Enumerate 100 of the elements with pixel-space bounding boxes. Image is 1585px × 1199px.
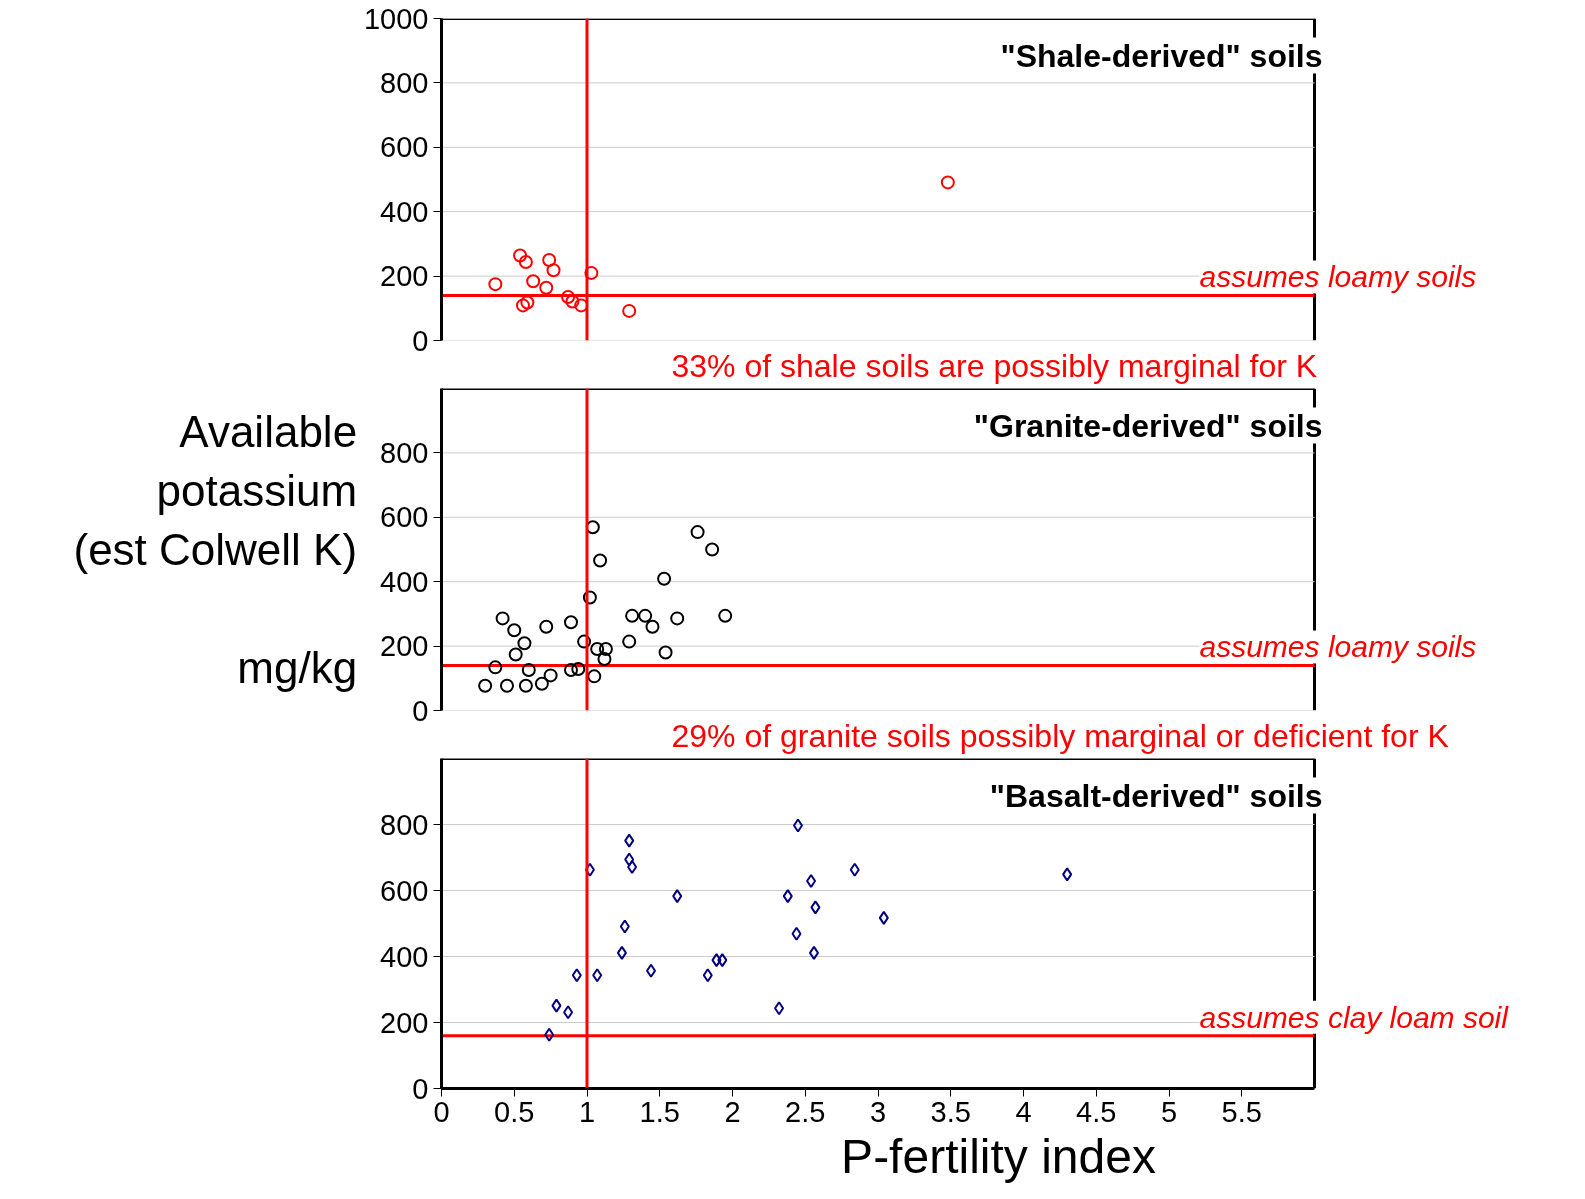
x-tick-label: 3	[869, 1095, 887, 1128]
point	[584, 265, 599, 280]
point	[711, 953, 722, 968]
point	[518, 678, 533, 693]
point	[598, 642, 613, 656]
point	[587, 669, 602, 684]
y-tick-label: 600	[380, 501, 429, 534]
text: 29% of granite soils possibly marginal or deficient for K	[671, 717, 1449, 754]
point	[627, 860, 638, 875]
point	[518, 254, 533, 269]
point	[657, 571, 672, 586]
point	[622, 303, 637, 318]
point	[542, 253, 557, 267]
point	[624, 852, 635, 867]
point	[590, 642, 605, 656]
y-tick-label: 800	[380, 808, 429, 841]
point	[571, 661, 586, 676]
point	[488, 660, 503, 675]
point	[705, 542, 720, 557]
y-tick-label: 200	[380, 630, 429, 663]
point	[571, 968, 582, 983]
point	[592, 968, 603, 983]
point	[1062, 867, 1073, 882]
point	[658, 645, 673, 660]
point	[878, 910, 889, 925]
point	[507, 623, 522, 638]
point	[534, 676, 549, 691]
x-tick-label: 2	[724, 1095, 741, 1128]
point	[774, 1001, 785, 1016]
point	[544, 1027, 555, 1042]
x-tick-label: 2.5	[785, 1095, 826, 1128]
y-tick-label: 400	[380, 940, 429, 973]
point	[563, 1005, 574, 1020]
text: "Shale-derived" soils	[1000, 37, 1323, 74]
text: 33% of shale soils are possibly marginal for K	[671, 347, 1318, 384]
text: "Granite-derived" soils	[973, 407, 1323, 444]
point	[539, 280, 554, 295]
point	[718, 608, 733, 623]
point	[810, 900, 821, 915]
y-tick-label: 800	[380, 66, 429, 99]
y-tick-label: 0	[412, 1072, 429, 1105]
y-tick-label: 400	[380, 195, 429, 228]
point	[782, 889, 793, 904]
point	[520, 295, 535, 310]
x-tick-label: 0	[433, 1095, 450, 1128]
point	[792, 818, 803, 833]
point	[543, 668, 558, 683]
point	[670, 611, 685, 626]
x-tick-label: 3.5	[930, 1095, 971, 1128]
point	[574, 298, 589, 313]
point	[593, 553, 608, 568]
point	[940, 175, 955, 190]
point	[539, 619, 554, 634]
y-tick-label: 600	[380, 874, 429, 907]
point	[622, 634, 637, 649]
y-tick-label: 200	[380, 260, 429, 293]
x-tick-label: 4	[1015, 1095, 1032, 1128]
y-tick-label: 1000	[363, 2, 429, 35]
text: Available potassium (est Colwell K) mg/kg	[73, 407, 358, 692]
y-tick-label: 0	[412, 324, 429, 357]
point	[702, 968, 713, 983]
point	[616, 945, 627, 960]
y-tick-label: 200	[380, 1006, 429, 1039]
point	[690, 525, 705, 540]
point	[624, 833, 635, 848]
point	[849, 862, 860, 877]
point	[517, 636, 532, 651]
point	[584, 862, 595, 877]
point	[499, 678, 514, 693]
point	[563, 615, 578, 630]
x-tick-label: 1	[578, 1095, 596, 1128]
x-tick-label: 5	[1160, 1095, 1178, 1128]
point	[563, 662, 578, 677]
point	[582, 590, 597, 605]
y-tick-label: 0	[412, 694, 429, 727]
point	[561, 290, 576, 305]
point	[625, 608, 640, 623]
y-tick-label: 800	[380, 436, 429, 469]
point	[495, 611, 510, 626]
point	[717, 953, 728, 968]
point	[521, 662, 536, 677]
x-tick-label: 5.5	[1221, 1095, 1262, 1128]
ref-line-label: assumes clay loam soil	[1199, 1000, 1510, 1034]
point	[597, 651, 612, 666]
point	[551, 998, 562, 1013]
ref-line-label: assumes loamy soils	[1199, 260, 1477, 294]
point	[806, 873, 817, 888]
point	[645, 619, 660, 634]
y-tick-label: 600	[380, 131, 429, 164]
point	[546, 263, 561, 278]
point	[672, 889, 683, 904]
point	[513, 248, 528, 263]
x-tick-label: 0.5	[494, 1095, 535, 1128]
point	[515, 298, 530, 313]
point	[791, 926, 802, 941]
x-tick-label: 4.5	[1076, 1095, 1117, 1128]
point	[646, 963, 657, 978]
y-tick-label: 400	[380, 565, 429, 598]
point	[508, 647, 523, 662]
x-axis-title: P-fertility index	[841, 1129, 1156, 1183]
